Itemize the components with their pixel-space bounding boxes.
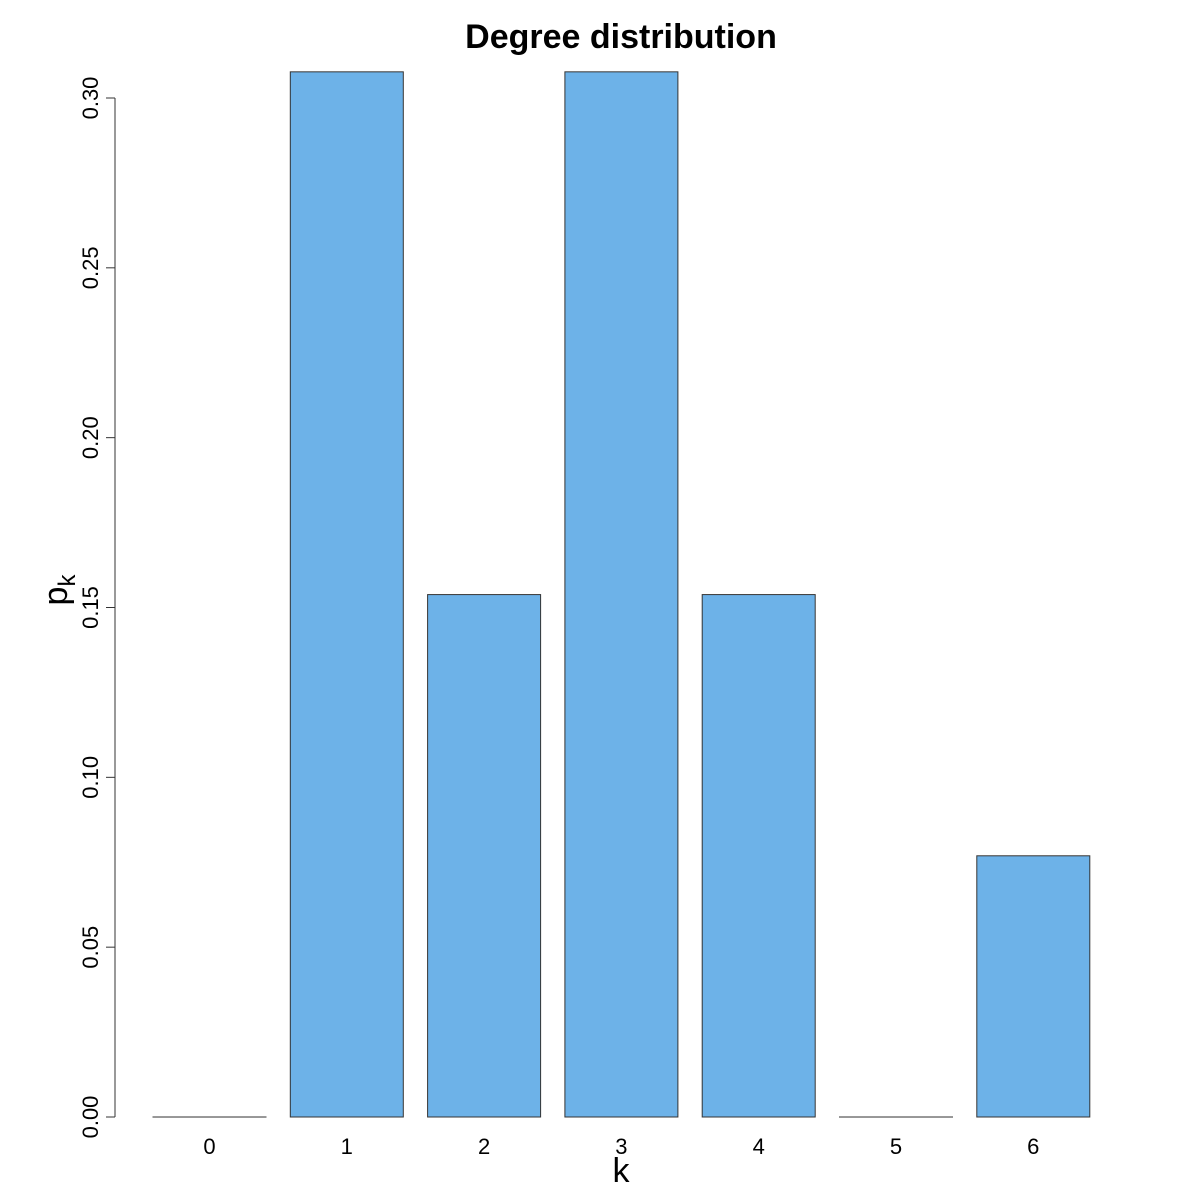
y-tick-label: 0.30 [78,77,103,120]
bar-k-4 [701,594,816,1118]
bar-k-1 [289,71,404,1118]
y-tick-label: 0.05 [78,926,103,969]
y-tick-label: 0.15 [78,586,103,629]
bar-k-3 [564,71,679,1118]
x-tick-label: 5 [890,1134,902,1159]
y-axis-label-subscript: k [54,574,81,587]
x-tick-label: 3 [615,1134,627,1159]
x-tick-label: 1 [341,1134,353,1159]
y-axis-label-main: p [37,587,75,606]
x-axis-label: k [613,1152,631,1190]
y-tick-label: 0.20 [78,416,103,459]
x-tick-label: 2 [478,1134,490,1159]
y-axis-label: pk [37,574,81,606]
bars-group [152,71,1091,1118]
bar-k-6 [976,855,1091,1118]
x-tick-label: 4 [753,1134,765,1159]
chart-title: Degree distribution [465,18,777,56]
x-tick-label: 0 [203,1134,215,1159]
bar-k-2 [427,594,542,1118]
x-axis: 0 1 2 3 4 5 6 [203,1134,1039,1159]
y-tick-label: 0.25 [78,246,103,289]
y-axis: 0.00 0.05 0.10 0.15 0.20 0.25 0.30 [78,77,116,1139]
y-tick-label: 0.10 [78,756,103,799]
x-tick-label: 6 [1027,1134,1039,1159]
y-tick-label: 0.00 [78,1096,103,1139]
